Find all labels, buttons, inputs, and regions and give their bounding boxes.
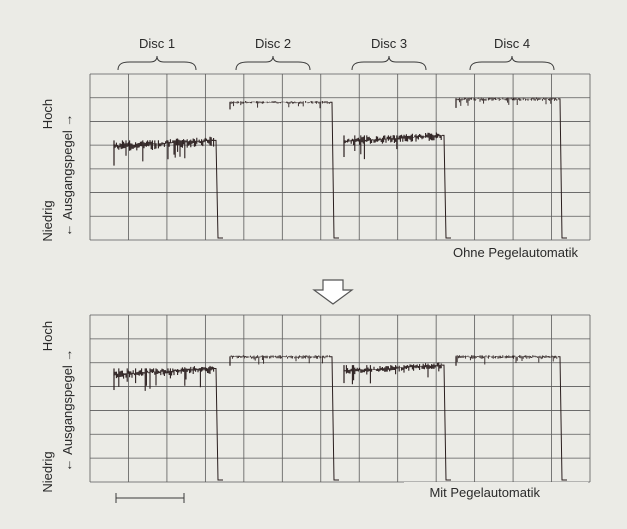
axis-high-label: Hoch <box>40 321 55 351</box>
axis-arrow-left: ← <box>60 455 75 472</box>
brace-disc-3 <box>351 55 427 71</box>
axis-low-label: Niedrig <box>40 200 55 241</box>
disc-trace-3 <box>343 362 442 385</box>
disc-gap-drop <box>442 364 451 481</box>
disc-trace-1 <box>113 365 215 391</box>
axis-high-label: Hoch <box>40 99 55 129</box>
disc-trace-4 <box>455 97 558 106</box>
axis-name-text: Ausgangspegel <box>60 365 75 455</box>
level-traces <box>113 355 567 481</box>
axis-arrow-left: ← <box>60 220 75 237</box>
panel-caption: Ohne Pegelautomatik <box>453 245 579 260</box>
axis-arrow-right: → <box>60 114 75 131</box>
level-traces <box>113 97 567 239</box>
panel-caption: Mit Pegelautomatik <box>429 485 540 500</box>
caption-background <box>404 482 588 502</box>
disc-label-4: Disc 4 <box>494 36 530 51</box>
disc-label-1: Disc 1 <box>139 36 175 51</box>
axis-low-label: Niedrig <box>40 451 55 492</box>
disc-labels: Disc 1 Disc 2 Disc 3 Disc 4 <box>139 36 530 51</box>
disc-gap-drop <box>330 356 339 481</box>
brace-disc-4 <box>469 55 555 71</box>
down-arrow-icon <box>312 279 354 305</box>
axis-name-label: ← Ausgangspegel → <box>60 114 75 237</box>
brace-disc-1 <box>117 55 197 71</box>
disc-gap-drop <box>442 134 451 239</box>
disc-gap-drop <box>214 367 223 481</box>
disc-braces <box>117 55 555 71</box>
panel-without-auto-level: Hoch Niedrig ← Ausgangspegel → Ohne Pege… <box>40 73 591 261</box>
disc-trace-2 <box>229 101 331 109</box>
disc-trace-1 <box>113 136 215 162</box>
disc-label-2: Disc 2 <box>255 36 291 51</box>
disc-trace-4 <box>455 355 558 365</box>
axis-arrow-right: → <box>60 349 75 366</box>
disc-gap-drop <box>330 101 339 239</box>
disc-gap-drop <box>558 356 567 481</box>
scale-bar <box>115 493 185 503</box>
disc-label-3: Disc 3 <box>371 36 407 51</box>
disc-trace-3 <box>343 132 442 160</box>
grid <box>89 73 591 241</box>
caption-background <box>398 241 588 261</box>
disc-gap-drop <box>214 139 223 239</box>
axis-name-group: ← Ausgangspegel → <box>60 349 75 472</box>
grid <box>89 314 591 483</box>
disc-gap-drop <box>558 98 567 239</box>
axis-name-group: ← Ausgangspegel → <box>60 114 75 237</box>
brace-disc-2 <box>235 55 311 71</box>
disc-trace-2 <box>229 355 331 365</box>
panel-with-auto-level: Hoch Niedrig ← Ausgangspegel → Mit Pegel… <box>40 314 591 502</box>
axis-name-text: Ausgangspegel <box>60 130 75 220</box>
axis-name-label: ← Ausgangspegel → <box>60 349 75 472</box>
